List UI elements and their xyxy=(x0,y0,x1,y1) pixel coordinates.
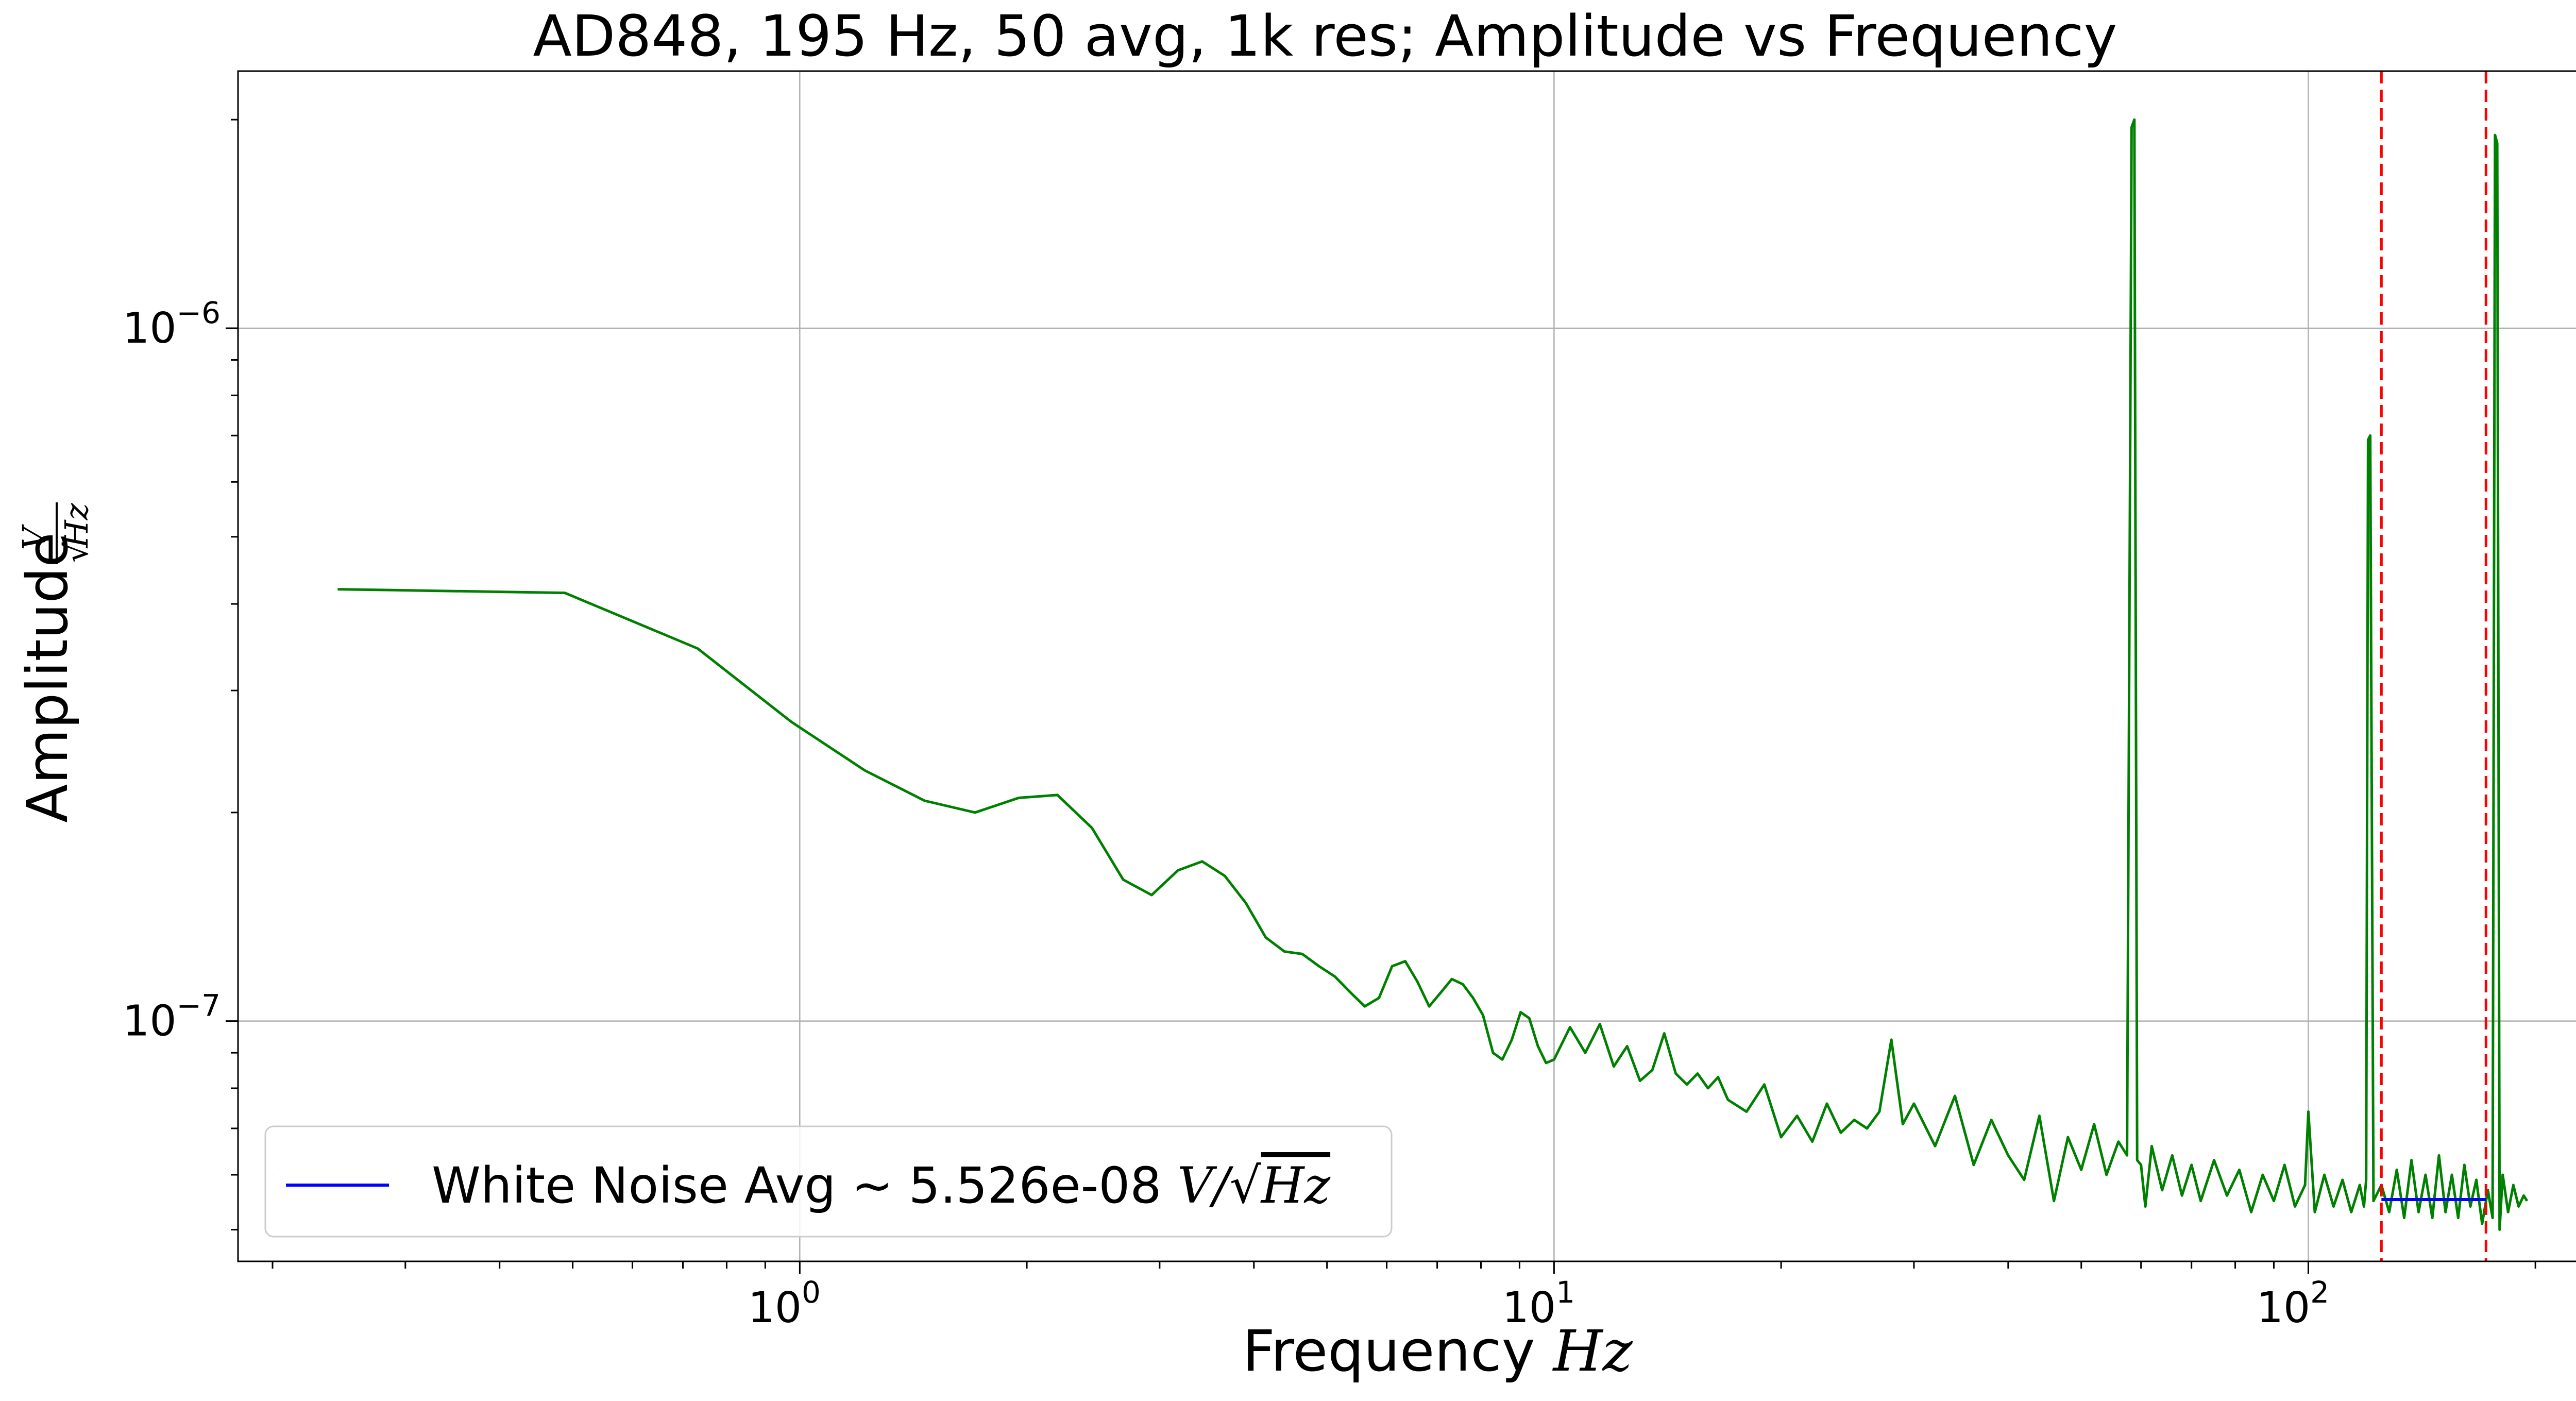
x-tick-label-0: 100 xyxy=(748,1275,821,1332)
x-tick-label-base: 10 xyxy=(748,1284,802,1332)
legend: White Noise Avg ~ 5.526e-08 V/√Hz xyxy=(264,1125,1393,1238)
x-tick-label-exponent: 0 xyxy=(802,1275,821,1310)
legend-label-unit-den: Hz xyxy=(1260,1157,1331,1214)
y-axis-label: Amplitude V √ Hz xyxy=(14,502,95,823)
x-tick-label-base: 10 xyxy=(2257,1284,2310,1332)
legend-label-0: White Noise Avg ~ 5.526e-08 V/√Hz xyxy=(432,1157,1331,1214)
y-axis-label-sqrt: √ xyxy=(58,542,95,563)
legend-box xyxy=(264,1125,1393,1238)
y-axis-label-unit-den: Hz xyxy=(58,503,95,548)
y-tick-label-exponent: −7 xyxy=(177,988,221,1023)
x-tick-label-1: 101 xyxy=(1502,1275,1575,1332)
x-tick-label-exponent: 2 xyxy=(2310,1275,2329,1310)
y-tick-label-0: 10−7 xyxy=(123,988,221,1046)
y-tick-label-1: 10−6 xyxy=(123,295,221,353)
x-tick-label-exponent: 1 xyxy=(1556,1275,1575,1310)
x-axis-label-text: Frequency xyxy=(1242,1318,1553,1384)
series-line-0 xyxy=(337,118,2529,1231)
x-tick-label-2: 102 xyxy=(2257,1275,2329,1332)
legend-label-prefix: White Noise Avg ~ 5.526e-08 xyxy=(432,1157,1177,1214)
y-tick-label-exponent: −6 xyxy=(177,295,221,330)
y-tick-label-base: 10 xyxy=(123,304,176,353)
y-axis-label-text: Amplitude xyxy=(14,532,80,823)
legend-label-unit-num: V/ xyxy=(1177,1157,1234,1214)
x-axis-label-unit: Hz xyxy=(1552,1318,1633,1384)
legend-label-sqrt: √ xyxy=(1230,1157,1262,1214)
chart-title: AD848, 195 Hz, 50 avg, 1k res; Amplitude… xyxy=(533,3,2117,69)
x-axis-label: Frequency Hz xyxy=(1242,1318,1633,1384)
plot-frame xyxy=(237,70,2576,1262)
y-tick-label-base: 10 xyxy=(123,997,176,1046)
y-axis-label-unit-num: V xyxy=(15,524,53,550)
x-tick-label-base: 10 xyxy=(1502,1284,1556,1332)
